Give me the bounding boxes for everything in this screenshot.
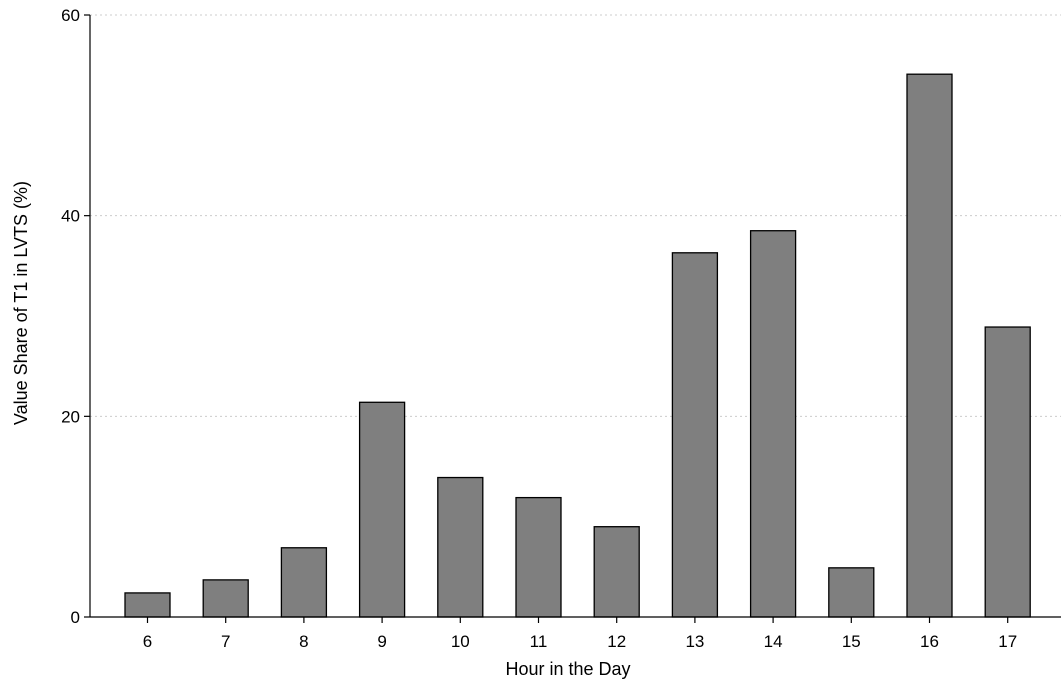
x-ticks: 6 7 8 9 10 11 12 13 14 15 16 17	[143, 617, 1017, 651]
x-tick-label: 12	[607, 632, 626, 651]
x-tick-label: 6	[143, 632, 152, 651]
x-tick-label: 17	[998, 632, 1017, 651]
bars-group	[124, 73, 1031, 618]
bar-14	[749, 230, 797, 618]
bar-9	[358, 401, 406, 618]
x-tick-label: 15	[842, 632, 861, 651]
y-ticks: 0 20 40 60	[61, 6, 90, 627]
x-tick-label: 9	[377, 632, 386, 651]
bar-13	[671, 252, 719, 618]
x-tick-label: 11	[530, 632, 548, 651]
bar-15	[828, 567, 875, 618]
bar-7	[202, 579, 249, 618]
y-axis-title: Value Share of T1 in LVTS (%)	[11, 181, 31, 425]
y-tick-label: 0	[71, 608, 80, 627]
y-tick-label: 40	[61, 207, 80, 226]
x-tick-label: 10	[451, 632, 470, 651]
y-tick-label: 20	[61, 407, 80, 426]
bar-11	[515, 496, 562, 618]
x-tick-label: 16	[920, 632, 939, 651]
x-tick-label: 8	[299, 632, 308, 651]
x-tick-label: 7	[221, 632, 230, 651]
bar-10	[437, 476, 484, 618]
x-tick-label: 13	[685, 632, 704, 651]
bar-8	[280, 547, 328, 618]
grid-lines	[90, 14, 1061, 417]
bar-12	[593, 526, 640, 618]
bar-16	[906, 73, 953, 618]
y-tick-label: 60	[61, 6, 80, 25]
bar-6	[124, 592, 171, 618]
axes-group	[89, 15, 1061, 618]
x-axis-title: Hour in the Day	[505, 659, 630, 679]
x-tick-label: 14	[764, 632, 783, 651]
bar-17	[984, 326, 1031, 618]
